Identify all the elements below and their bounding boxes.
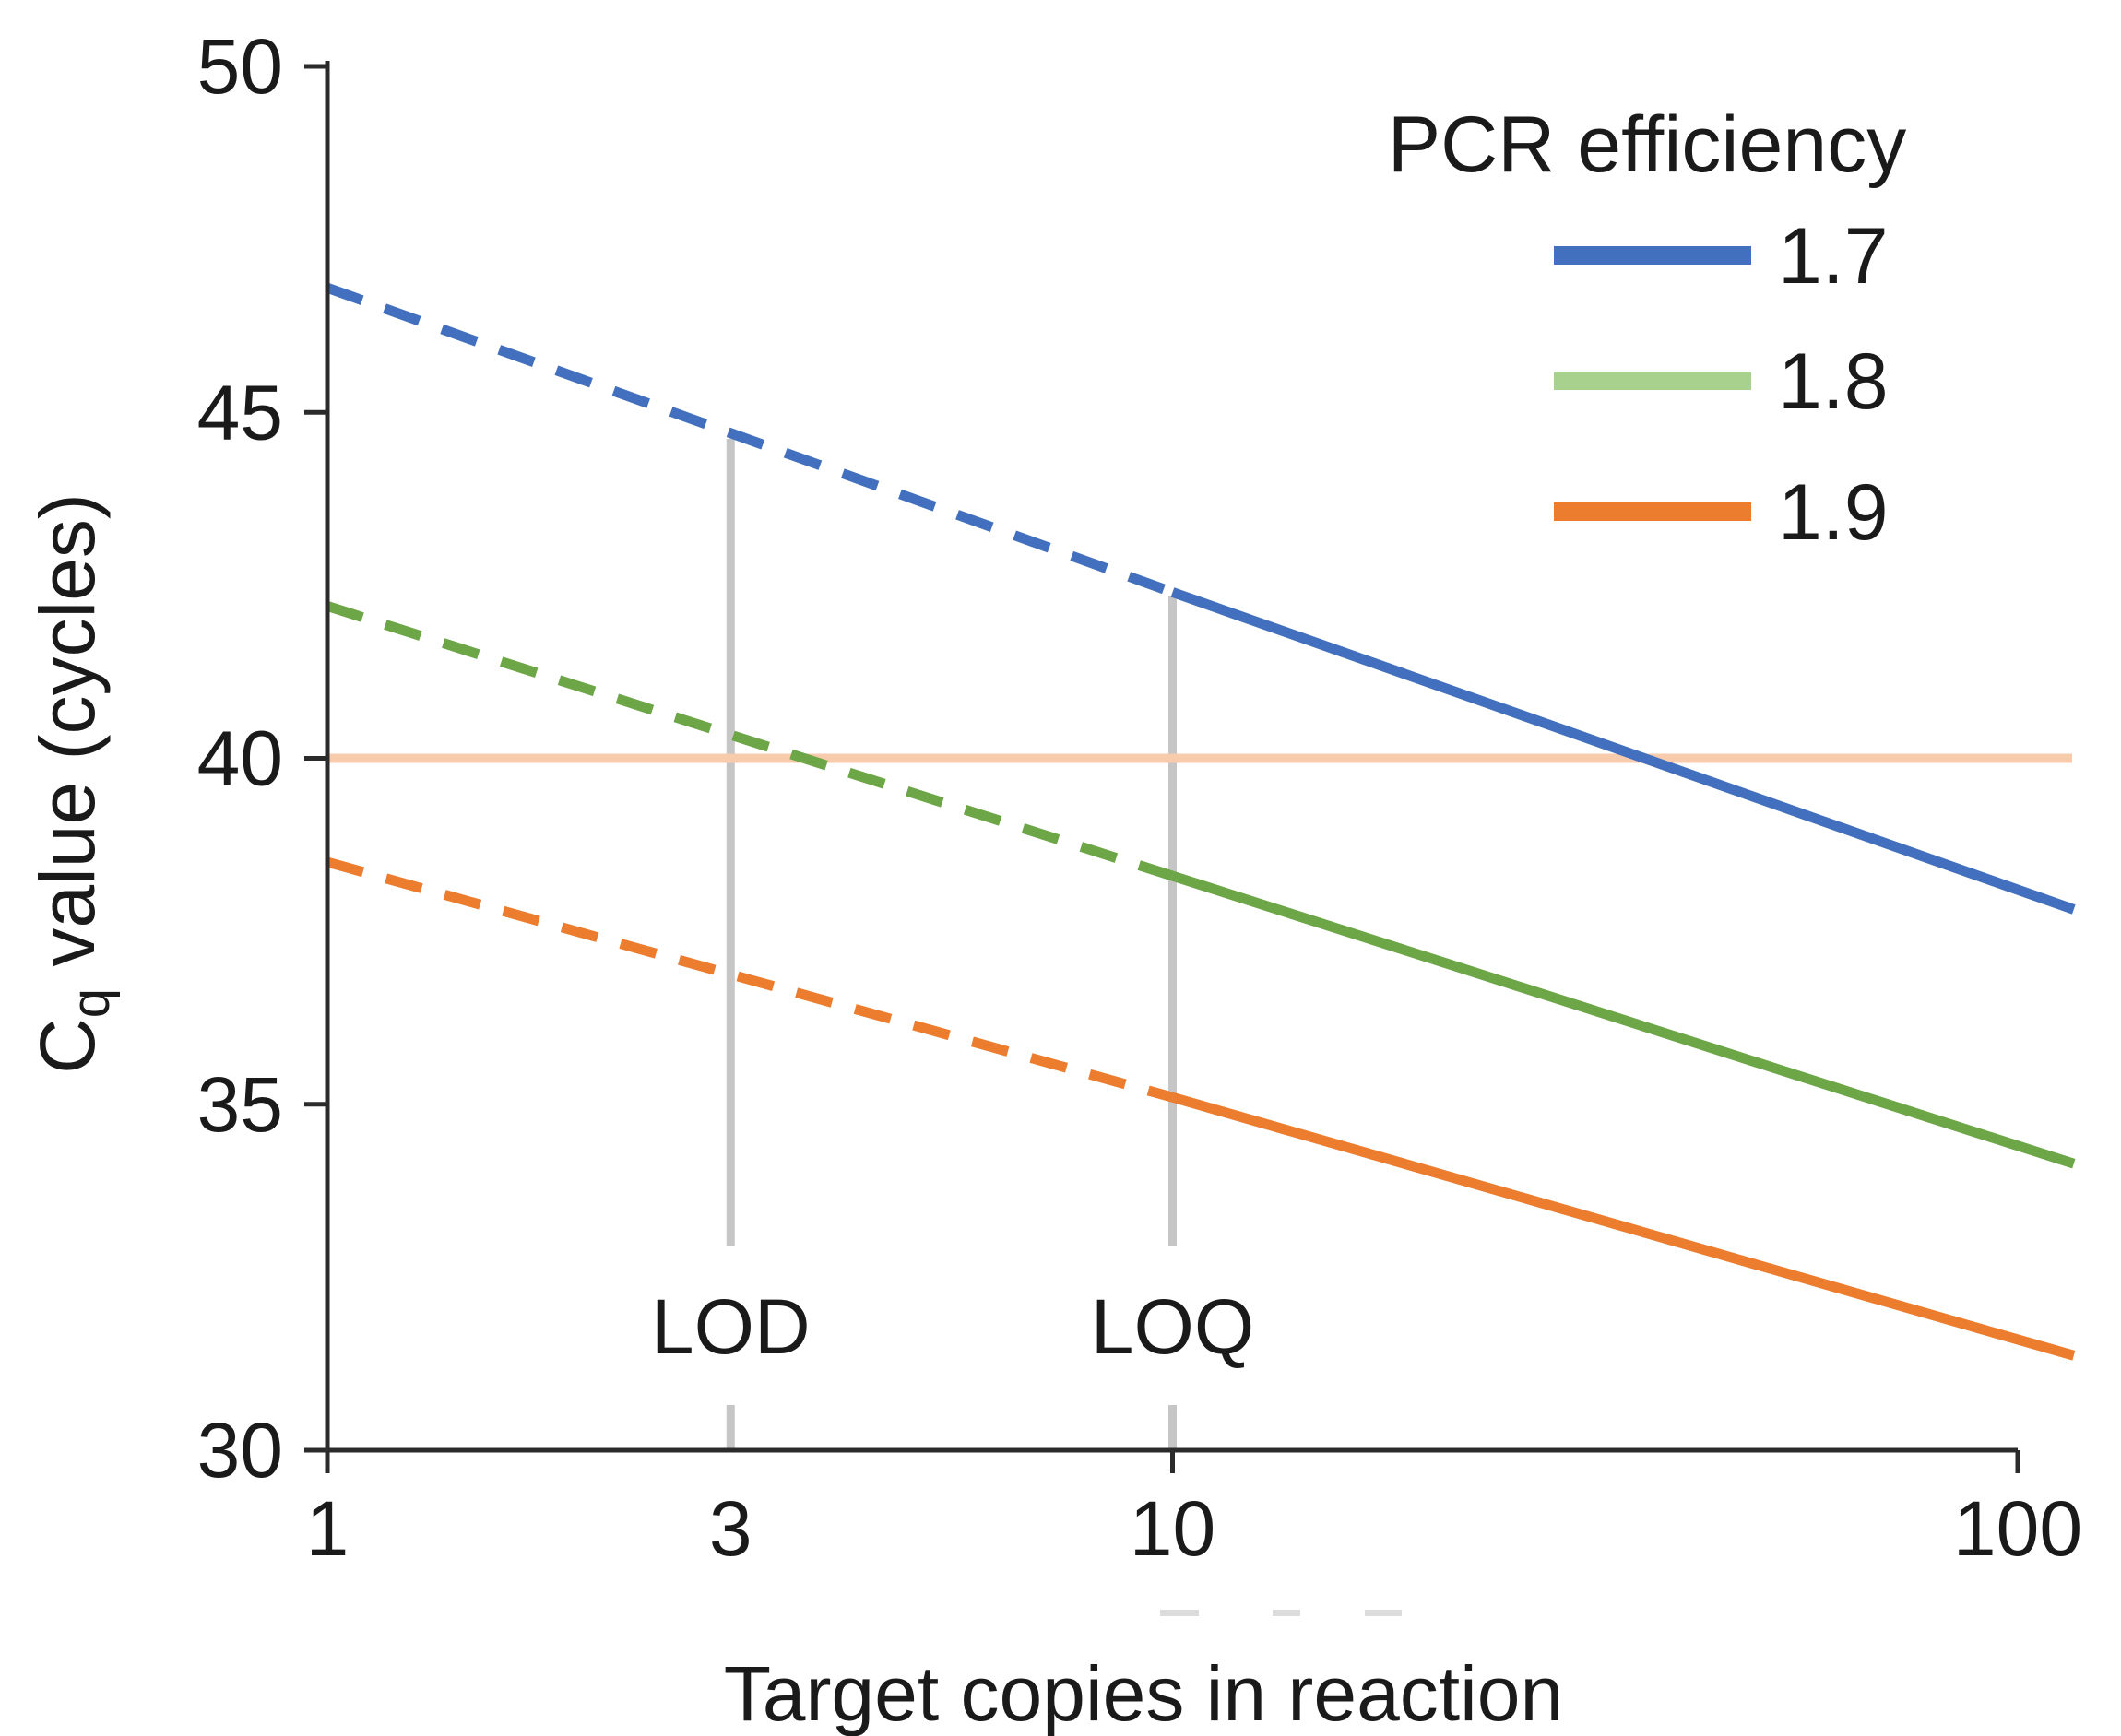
marker-0-label: LOD (651, 1283, 811, 1370)
x-tick-label: 3 (709, 1485, 752, 1572)
legend-swatch-1 (1554, 372, 1751, 390)
legend-swatch-2 (1554, 502, 1751, 521)
x-tick-label: 100 (1953, 1485, 2082, 1572)
x-tick-labels: 1 3 10 100 (306, 1485, 2082, 1572)
x-axis-title: Target copies in reaction (724, 1650, 1564, 1736)
marker-labels: LOD LOQ (651, 1283, 1254, 1370)
legend-swatch-0 (1554, 246, 1751, 265)
legend-title: PCR efficiency (1388, 100, 1906, 189)
marker-lines (726, 438, 1177, 1450)
y-tick-label: 50 (197, 23, 283, 110)
series-0-dashed (326, 282, 1175, 597)
y-tick-label: 30 (197, 1407, 283, 1494)
y-tick-labels: 50 45 40 35 30 (197, 23, 283, 1494)
y-tick-label: 40 (197, 715, 283, 802)
marker-1-label: LOQ (1091, 1283, 1254, 1370)
artifact-dash (1160, 1610, 1199, 1616)
x-tick-label: 1 (306, 1485, 350, 1572)
y-axis-title-subscript: q (61, 988, 121, 1018)
series-1-solid (1170, 870, 2076, 1169)
y-axis-title-rest: value (cycles) (24, 493, 111, 988)
legend-label-1: 1.8 (1778, 337, 1889, 426)
series-1-dashed (326, 601, 1175, 881)
y-axis-title: Cq value (cycles) (24, 493, 121, 1074)
y-tick-label: 45 (197, 369, 283, 455)
legend-label-0: 1.7 (1778, 212, 1889, 301)
y-tick-label: 35 (197, 1061, 283, 1148)
legend-label-2: 1.9 (1778, 468, 1889, 557)
faint-artifact-marks (1160, 1610, 1402, 1616)
series-lines (326, 282, 2076, 1361)
y-axis-title-main: C (24, 1018, 111, 1074)
series-0-solid (1170, 587, 2076, 915)
series-2-dashed (326, 856, 1174, 1103)
axes (304, 61, 2020, 1473)
x-tick-label: 10 (1130, 1485, 1215, 1572)
series-2-solid (1170, 1092, 2076, 1361)
artifact-dash (1273, 1610, 1300, 1616)
artifact-dash (1365, 1610, 1402, 1616)
legend: PCR efficiency 1.7 1.8 1.9 (1388, 100, 1906, 557)
